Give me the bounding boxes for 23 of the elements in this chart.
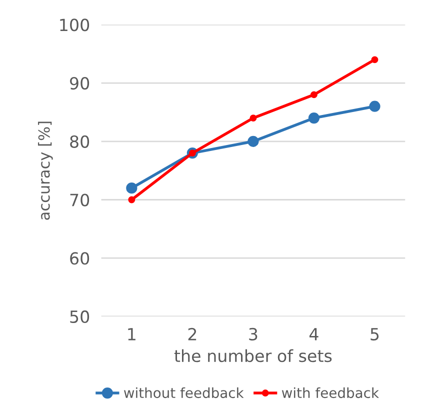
point [250,114,257,122]
point [128,196,136,204]
legend-label: with feedback [282,387,379,398]
x-axis-title: the number of sets [174,349,332,362]
y-tick-label: 50 [70,310,90,324]
point [369,100,380,112]
x-tick-label: 2 [188,328,196,340]
legend-label: without feedback [124,387,244,398]
y-tick-label: 100 [60,18,90,32]
x-tick-label: 3 [249,328,258,340]
point [308,112,320,124]
y-tick-label: 70 [70,194,90,206]
x-tick-label: 1 [128,328,136,340]
y-tick-label: 60 [70,252,90,265]
y-axis-title: accuracy [%] [38,122,53,220]
x-tick-label: 4 [309,328,318,340]
point [248,136,259,147]
point [371,56,378,64]
y-tick-label: 80 [70,135,90,148]
x-tick-label: 5 [370,328,379,340]
y-tick-label: 90 [70,76,90,90]
point [310,91,318,98]
point [126,182,138,194]
